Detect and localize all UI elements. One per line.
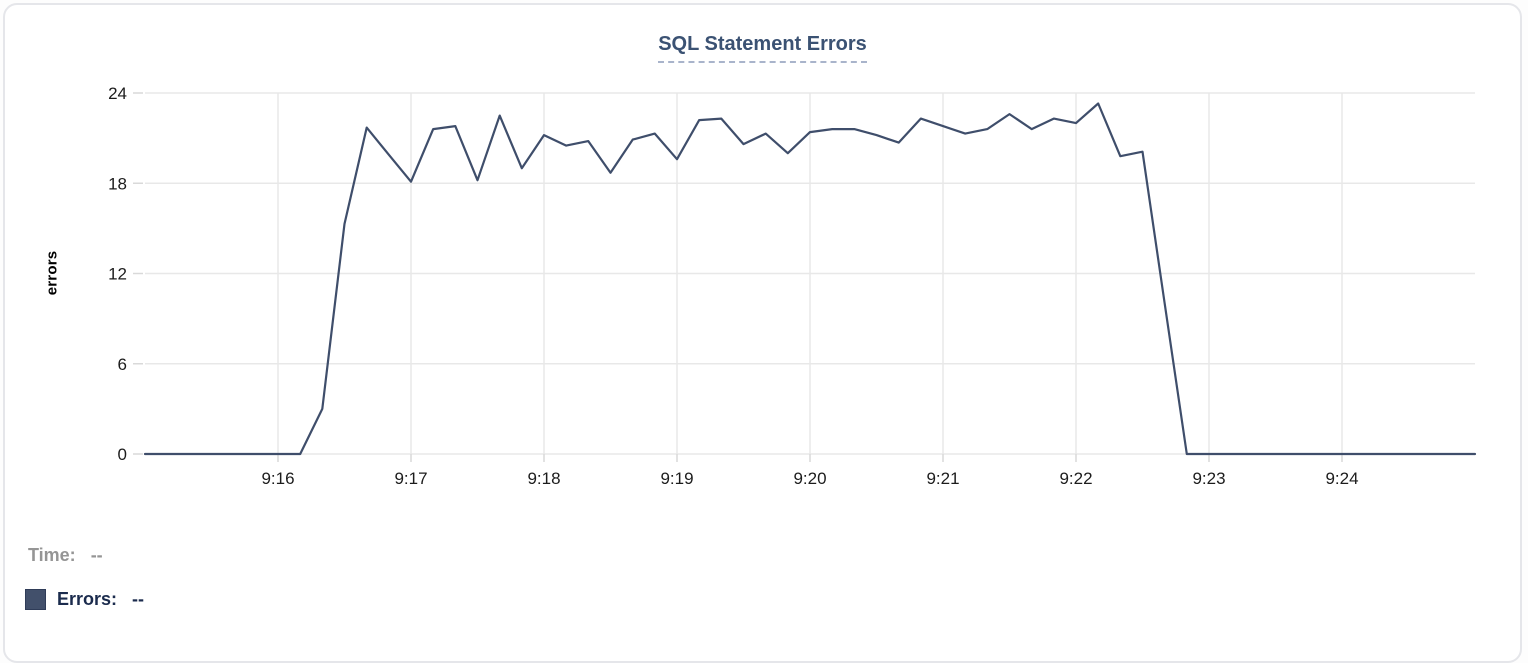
x-tick-label: 9:18 <box>527 469 560 488</box>
tooltip-time-label: Time: <box>28 545 76 565</box>
x-tick-label: 9:24 <box>1325 469 1358 488</box>
tooltip-errors-row: Errors: -- <box>25 589 144 610</box>
chart-card: SQL Statement Errors errors 0 6 12 18 24 9:16… <box>3 3 1522 663</box>
y-tick-label: 12 <box>108 265 127 284</box>
x-tick-label: 9:16 <box>261 469 294 488</box>
x-tick-label: 9:17 <box>394 469 427 488</box>
errors-line-chart: 0 6 12 18 24 9:16 9:17 9:18 9:19 9:20 9:21 9:22 9:23… <box>108 84 1477 488</box>
plot-hover-area[interactable] <box>145 93 1475 454</box>
x-tick-label: 9:22 <box>1059 469 1092 488</box>
chart-title[interactable]: SQL Statement Errors <box>658 33 867 63</box>
y-tick-label: 6 <box>118 355 127 374</box>
x-tick-label: 9:20 <box>793 469 826 488</box>
y-tick-label: 24 <box>108 84 127 103</box>
y-tick-label: 18 <box>108 174 127 193</box>
x-tick-label: 9:21 <box>926 469 959 488</box>
tooltip-time-row: Time: -- <box>28 545 103 566</box>
errors-series-swatch <box>25 589 46 610</box>
tooltip-errors-label: Errors: <box>57 589 118 609</box>
x-tick-label: 9:23 <box>1192 469 1225 488</box>
y-tick-label: 0 <box>118 445 127 464</box>
chart-header: SQL Statement Errors <box>5 33 1520 63</box>
tooltip-errors-value: -- <box>132 589 145 609</box>
x-tick-label: 9:19 <box>660 469 693 488</box>
tooltip-time-value: -- <box>90 545 103 565</box>
errors-series-line <box>143 102 1477 456</box>
y-axis-label: errors <box>43 250 61 296</box>
